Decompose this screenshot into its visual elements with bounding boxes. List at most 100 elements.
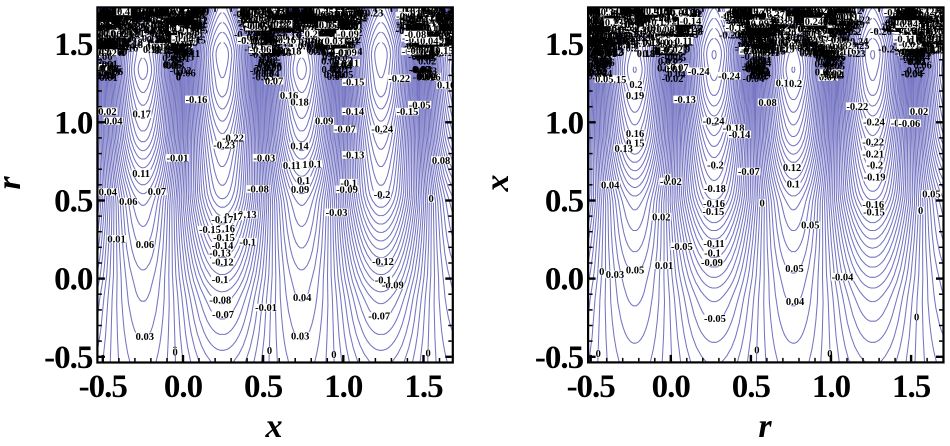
svg-text:0.01: 0.01 [180,10,198,21]
svg-text:0.12: 0.12 [783,163,801,174]
svg-text:-0.06: -0.06 [581,30,603,41]
svg-text:0.36: 0.36 [282,13,300,24]
svg-text:0.13: 0.13 [750,14,768,25]
svg-text:-0.5: -0.5 [79,369,128,405]
svg-text:0.38: 0.38 [124,12,142,23]
svg-text:0.46: 0.46 [633,9,651,20]
svg-text:0.41: 0.41 [300,11,318,22]
svg-text:0.12: 0.12 [319,24,337,35]
svg-text:0: 0 [341,19,346,30]
svg-text:0.32: 0.32 [146,15,164,26]
svg-text:0.15: 0.15 [110,23,128,34]
svg-text:0.23: 0.23 [284,25,302,36]
svg-text:0.02: 0.02 [652,212,670,223]
svg-text:0.26: 0.26 [318,12,336,23]
svg-text:0.15: 0.15 [319,21,337,32]
svg-text:-0.13: -0.13 [674,95,696,106]
svg-text:0.13: 0.13 [103,18,121,29]
svg-text:-0.01: -0.01 [176,16,198,27]
svg-text:-0.05: -0.05 [829,17,851,28]
svg-text:0: 0 [593,24,598,35]
svg-text:0.06: 0.06 [173,14,191,25]
svg-text:-0.09: -0.09 [336,185,358,196]
svg-text:0.23: 0.23 [778,27,796,38]
svg-text:-0.06: -0.06 [739,27,761,38]
svg-text:0.18: 0.18 [105,14,123,25]
svg-text:0.29: 0.29 [163,6,181,17]
svg-text:0.05: 0.05 [596,45,614,56]
svg-text:-0.24: -0.24 [371,125,394,136]
svg-text:0.15: 0.15 [810,22,828,33]
svg-text:0.5: 0.5 [244,369,283,405]
svg-text:-0.09: -0.09 [237,12,259,23]
svg-text:0.02: 0.02 [259,56,277,67]
svg-text:-0.11: -0.11 [243,33,264,44]
svg-text:-0.06: -0.06 [399,13,421,24]
svg-text:0.03: 0.03 [257,26,275,37]
svg-text:-0.05: -0.05 [742,61,764,72]
svg-text:0.12: 0.12 [648,33,666,44]
svg-text:0.03: 0.03 [900,12,918,23]
svg-text:-0.09: -0.09 [88,46,110,57]
svg-text:0.04: 0.04 [420,36,439,47]
svg-text:-0.08: -0.08 [335,33,357,44]
svg-text:0.17: 0.17 [171,7,189,18]
svg-text:-0.26: -0.26 [870,27,892,38]
svg-text:-0.03: -0.03 [252,69,274,80]
svg-text:0.09: 0.09 [159,34,177,45]
svg-text:-0.04: -0.04 [584,61,607,72]
svg-text:0.1: 0.1 [787,180,800,191]
svg-text:0.19: 0.19 [298,38,316,49]
svg-text:0.38: 0.38 [295,9,313,20]
svg-text:0.06: 0.06 [596,58,614,69]
svg-text:0: 0 [251,8,256,19]
svg-text:0.15: 0.15 [801,37,819,48]
svg-text:0.04: 0.04 [912,52,931,63]
svg-text:0.27: 0.27 [771,19,789,30]
svg-text:0.14: 0.14 [151,43,170,54]
svg-text:0.12: 0.12 [756,23,774,34]
svg-text:-0.05: -0.05 [704,314,726,325]
svg-text:-0.04: -0.04 [742,74,765,85]
svg-text:-0.05: -0.05 [742,64,764,75]
svg-text:0.03: 0.03 [593,34,611,45]
svg-text:-0.06: -0.06 [408,41,430,52]
svg-text:-0.05: -0.05 [583,40,605,51]
svg-text:0.09: 0.09 [592,20,610,31]
svg-text:0: 0 [335,72,340,83]
svg-text:0.03: 0.03 [329,23,347,34]
svg-text:0.05: 0.05 [322,52,340,63]
svg-text:0.11: 0.11 [171,13,189,24]
svg-text:0.2: 0.2 [305,30,318,41]
svg-text:-0.01: -0.01 [413,51,435,62]
svg-text:-0.02: -0.02 [820,69,842,80]
svg-text:-0.05: -0.05 [823,53,845,64]
svg-text:-0.03: -0.03 [411,65,433,76]
svg-text:0.09: 0.09 [97,15,115,26]
svg-text:0.07: 0.07 [325,23,343,34]
svg-text:-0.08: -0.08 [889,12,911,23]
svg-text:0.29: 0.29 [604,13,622,24]
svg-text:0.04: 0.04 [332,17,351,28]
svg-text:0.41: 0.41 [152,7,170,18]
svg-text:0.14: 0.14 [290,142,309,153]
svg-text:-0.01: -0.01 [408,22,430,33]
svg-text:0.05: 0.05 [785,264,803,275]
svg-text:0.28: 0.28 [270,12,288,23]
svg-text:-0.05: -0.05 [409,65,431,76]
svg-text:0.21: 0.21 [435,23,453,34]
svg-text:0.01: 0.01 [898,12,916,23]
svg-text:0.16: 0.16 [799,49,817,60]
svg-text:0.27: 0.27 [809,12,827,23]
svg-text:-0.04: -0.04 [743,65,766,76]
svg-text:0.0: 0.0 [652,369,691,405]
svg-text:0.32: 0.32 [133,13,151,24]
svg-text:0.46: 0.46 [146,7,164,18]
svg-text:0.05: 0.05 [913,49,931,60]
svg-text:-0.05: -0.05 [92,39,114,50]
svg-text:-0.01: -0.01 [743,25,765,36]
svg-text:-0.06: -0.06 [738,26,760,37]
svg-text:-0.02: -0.02 [893,11,915,22]
svg-text:0.02: 0.02 [101,40,119,51]
svg-text:0.13: 0.13 [615,144,633,155]
